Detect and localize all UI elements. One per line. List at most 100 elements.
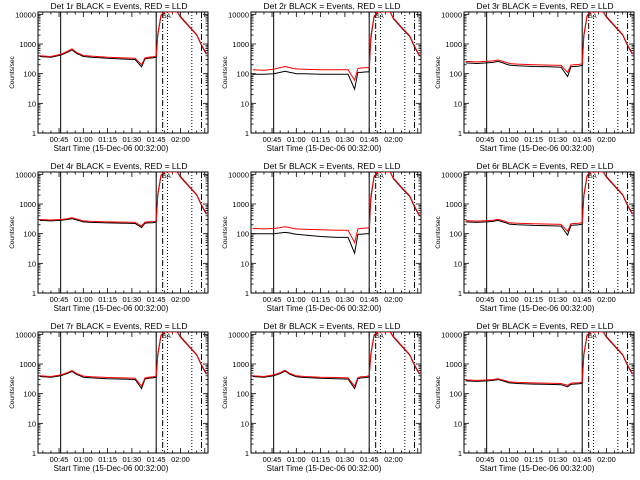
series-lld-line xyxy=(465,172,633,233)
x-tick-label: 02:00 xyxy=(171,455,190,464)
x-tick-label: 00:45 xyxy=(50,135,69,144)
flag-label: SA xyxy=(589,174,597,180)
panel-chart: Det 2r BLACK = Events, RED = LLD 1 10 100 10… xyxy=(222,1,422,153)
x-tick-label: 02:00 xyxy=(384,295,403,304)
x-axis-label: Start Time (15-Dec-06 00:32:00) xyxy=(480,464,595,473)
y-tick-label: 1 xyxy=(245,289,249,298)
detector-panel-7: Det 7r BLACK = Events, RED = LLD 1 10 100 10… xyxy=(0,320,213,480)
x-tick-label: 02:00 xyxy=(384,135,403,144)
series-events-line xyxy=(465,172,633,237)
x-axis-label: Start Time (15-Dec-06 00:32:00) xyxy=(480,144,595,153)
x-tick-label: 01:15 xyxy=(524,295,543,304)
panel-chart: Det 5r BLACK = Events, RED = LLD 1 10 100 10… xyxy=(222,161,422,313)
panel-chart: Det 9r BLACK = Events, RED = LLD 1 10 100 10… xyxy=(435,321,635,473)
x-tick-label: 01:15 xyxy=(98,455,117,464)
y-axis-label: Counts/sec xyxy=(9,375,16,408)
y-tick-label: 1 xyxy=(458,289,462,298)
series-events-line xyxy=(465,12,633,78)
x-tick-label: 01:30 xyxy=(336,295,355,304)
series-lld-line xyxy=(252,172,420,245)
series-lld-line xyxy=(252,332,420,388)
detector-panel-8: Det 8r BLACK = Events, RED = LLD 1 10 100 10… xyxy=(213,320,426,480)
x-tick-label: 01:45 xyxy=(573,295,592,304)
flag-label: SA xyxy=(163,174,171,180)
x-tick-label: 02:00 xyxy=(384,455,403,464)
y-tick-label: 10000 xyxy=(228,330,249,339)
y-tick-label: 1000 xyxy=(19,360,36,369)
y-tick-label: 100 xyxy=(449,390,462,399)
flag-label: SA xyxy=(163,334,171,340)
y-tick-label: 100 xyxy=(23,230,36,239)
flag-label: SA xyxy=(376,174,384,180)
x-tick-label: 02:00 xyxy=(597,135,616,144)
x-tick-label: 00:45 xyxy=(476,295,495,304)
y-tick-label: 1 xyxy=(458,449,462,458)
y-tick-label: 10 xyxy=(454,259,462,268)
y-tick-label: 10 xyxy=(454,99,462,108)
x-tick-label: 01:00 xyxy=(500,295,519,304)
x-tick-label: 01:45 xyxy=(360,135,379,144)
y-axis-label: Counts/sec xyxy=(222,55,229,88)
y-axis-label: Counts/sec xyxy=(435,55,442,88)
x-tick-label: 01:00 xyxy=(287,455,306,464)
x-tick-label: 01:45 xyxy=(360,455,379,464)
panel-title: Det 3r BLACK = Events, RED = LLD xyxy=(476,1,613,11)
panel-title: Det 1r BLACK = Events, RED = LLD xyxy=(50,1,187,11)
plot-frame xyxy=(463,331,635,454)
x-tick-label: 00:45 xyxy=(263,455,282,464)
plot-frame xyxy=(250,331,422,454)
y-tick-label: 10 xyxy=(241,419,249,428)
y-tick-label: 1000 xyxy=(445,200,462,209)
detector-panel-4: Det 4r BLACK = Events, RED = LLD 1 10 100 10… xyxy=(0,160,213,320)
y-tick-label: 1 xyxy=(245,449,249,458)
y-tick-label: 10 xyxy=(28,419,36,428)
y-tick-label: 10000 xyxy=(15,170,36,179)
flag-label: SA xyxy=(589,14,597,20)
x-tick-label: 01:15 xyxy=(524,135,543,144)
series-lld-line xyxy=(39,332,207,388)
x-tick-label: 00:45 xyxy=(263,135,282,144)
flag-label: SA xyxy=(589,334,597,340)
panel-chart: Det 3r BLACK = Events, RED = LLD 1 10 100 10… xyxy=(435,1,635,153)
x-tick-label: 01:15 xyxy=(98,295,117,304)
x-tick-label: 01:30 xyxy=(123,295,142,304)
detector-panel-1: Det 1r BLACK = Events, RED = LLD 1 10 100 10… xyxy=(0,0,213,160)
series-events-line xyxy=(252,172,420,255)
series-events-line xyxy=(465,332,633,388)
y-tick-label: 10000 xyxy=(441,330,462,339)
x-axis-label: Start Time (15-Dec-06 00:32:00) xyxy=(267,464,382,473)
x-tick-label: 02:00 xyxy=(597,295,616,304)
panel-chart: Det 4r BLACK = Events, RED = LLD 1 10 100 10… xyxy=(9,161,209,313)
y-tick-label: 10000 xyxy=(228,10,249,19)
x-tick-label: 01:00 xyxy=(287,135,306,144)
x-tick-label: 01:45 xyxy=(573,455,592,464)
x-tick-label: 01:00 xyxy=(74,135,93,144)
y-tick-label: 100 xyxy=(236,230,249,239)
x-tick-label: 00:45 xyxy=(50,295,69,304)
x-tick-label: 00:45 xyxy=(476,135,495,144)
x-axis-label: Start Time (15-Dec-06 00:32:00) xyxy=(54,304,169,313)
y-tick-label: 100 xyxy=(23,390,36,399)
x-tick-label: 01:45 xyxy=(147,135,166,144)
x-tick-label: 01:15 xyxy=(311,455,330,464)
flag-label: SA xyxy=(376,14,384,20)
y-tick-label: 10000 xyxy=(228,170,249,179)
x-tick-label: 01:15 xyxy=(98,135,117,144)
y-axis-label: Counts/sec xyxy=(222,375,229,408)
y-axis-label: Counts/sec xyxy=(435,375,442,408)
x-tick-label: 01:30 xyxy=(336,135,355,144)
x-tick-label: 01:00 xyxy=(74,295,93,304)
detector-panel-9: Det 9r BLACK = Events, RED = LLD 1 10 100 10… xyxy=(426,320,639,480)
y-tick-label: 1000 xyxy=(232,40,249,49)
plot-frame xyxy=(463,11,635,134)
x-tick-label: 01:30 xyxy=(549,135,568,144)
y-tick-label: 10 xyxy=(454,419,462,428)
y-tick-label: 100 xyxy=(449,230,462,239)
panel-chart: Det 8r BLACK = Events, RED = LLD 1 10 100 10… xyxy=(222,321,422,473)
x-tick-label: 01:30 xyxy=(549,455,568,464)
y-axis-label: Counts/sec xyxy=(9,55,16,88)
x-tick-label: 00:45 xyxy=(476,455,495,464)
plot-frame xyxy=(37,171,209,294)
flag-label: SA xyxy=(163,14,171,20)
x-tick-label: 02:00 xyxy=(597,455,616,464)
